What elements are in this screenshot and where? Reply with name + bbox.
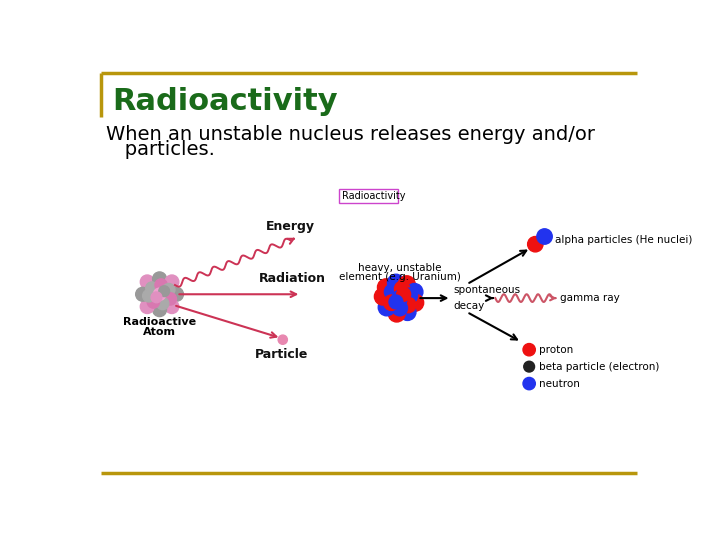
- Text: When an unstable nucleus releases energy and/or: When an unstable nucleus releases energy…: [106, 125, 595, 144]
- Circle shape: [406, 284, 423, 300]
- Circle shape: [389, 295, 403, 309]
- Circle shape: [384, 284, 400, 300]
- Text: gamma ray: gamma ray: [560, 293, 620, 303]
- Text: element (e.g. Uranium): element (e.g. Uranium): [339, 272, 461, 282]
- Circle shape: [151, 292, 162, 303]
- Circle shape: [397, 287, 410, 301]
- Circle shape: [140, 300, 154, 314]
- Circle shape: [163, 284, 175, 296]
- Circle shape: [159, 286, 170, 296]
- Circle shape: [374, 288, 392, 305]
- Text: beta particle (electron): beta particle (electron): [539, 362, 660, 372]
- Circle shape: [278, 335, 287, 345]
- Circle shape: [153, 288, 166, 300]
- Circle shape: [384, 295, 399, 310]
- Circle shape: [165, 300, 179, 314]
- Circle shape: [378, 299, 395, 316]
- Circle shape: [135, 287, 150, 301]
- Text: Radiation: Radiation: [258, 272, 325, 285]
- Text: particles.: particles.: [106, 140, 215, 159]
- Circle shape: [156, 298, 168, 309]
- Text: Atom: Atom: [143, 327, 176, 336]
- Circle shape: [153, 272, 166, 286]
- Circle shape: [153, 303, 166, 316]
- Text: neutron: neutron: [539, 379, 580, 389]
- Circle shape: [523, 377, 535, 390]
- Circle shape: [407, 294, 423, 311]
- Circle shape: [377, 279, 395, 296]
- Circle shape: [528, 237, 543, 252]
- Circle shape: [387, 274, 405, 291]
- Circle shape: [399, 303, 416, 320]
- Circle shape: [392, 291, 408, 306]
- Circle shape: [392, 300, 408, 316]
- Circle shape: [395, 281, 410, 296]
- Text: Particle: Particle: [255, 348, 308, 361]
- Text: Radioactivity: Radioactivity: [112, 87, 338, 116]
- Circle shape: [148, 296, 160, 308]
- Circle shape: [388, 305, 405, 322]
- Circle shape: [140, 275, 154, 289]
- Circle shape: [537, 229, 552, 244]
- Circle shape: [170, 287, 184, 301]
- Text: Energy: Energy: [266, 220, 315, 233]
- Circle shape: [145, 282, 158, 294]
- Text: Radioactivity: Radioactivity: [342, 191, 405, 201]
- Text: spontaneous: spontaneous: [454, 285, 521, 295]
- Circle shape: [400, 298, 416, 313]
- Text: alpha particles (He nuclei): alpha particles (He nuclei): [555, 235, 693, 245]
- Text: decay: decay: [454, 301, 485, 311]
- Text: heavy, unstable: heavy, unstable: [358, 262, 441, 273]
- FancyBboxPatch shape: [339, 189, 398, 202]
- Circle shape: [523, 361, 534, 372]
- Text: proton: proton: [539, 345, 573, 355]
- Circle shape: [402, 288, 418, 303]
- Circle shape: [164, 293, 176, 305]
- Circle shape: [143, 289, 155, 302]
- Circle shape: [398, 276, 415, 293]
- Text: Radioactive: Radioactive: [123, 318, 196, 327]
- Circle shape: [523, 343, 535, 356]
- Circle shape: [155, 279, 167, 291]
- Circle shape: [165, 275, 179, 289]
